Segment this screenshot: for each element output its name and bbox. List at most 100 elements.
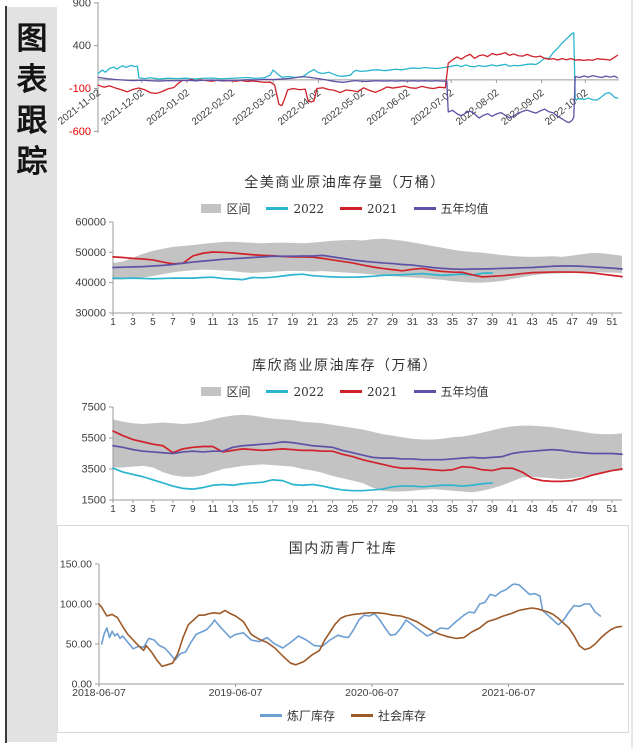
x-tick-label: 2022-04-02: [276, 87, 323, 127]
x-tick-label: 2022-06-02: [365, 87, 412, 127]
x-tick-label: 2022-03-02: [231, 87, 278, 127]
x-tick-label: 33: [427, 504, 439, 515]
x-tick-label: 45: [547, 317, 559, 328]
x-tick-label: 51: [606, 317, 618, 328]
x-tick-label: 13: [227, 504, 239, 515]
y-tick-label: 1500: [82, 495, 106, 507]
x-tick-label: 45: [547, 504, 559, 515]
y-tick-label: 5500: [82, 433, 106, 445]
series-line-2022: [112, 272, 494, 281]
y-tick-label: 100.00: [60, 599, 92, 611]
chart-legend: 炼厂库存 社会库存: [58, 707, 628, 724]
x-tick-label: 1: [110, 504, 116, 515]
x-tick-label: 2019-06-07: [209, 687, 263, 699]
x-tick-label: 9: [190, 317, 196, 328]
legend-label: 2022: [293, 384, 324, 399]
x-tick-label: 47: [567, 317, 579, 328]
x-tick-label: 43: [527, 504, 539, 515]
legend-item: 社会库存: [351, 707, 426, 724]
series-line-2021: [112, 430, 623, 483]
x-tick-label: 11: [208, 504, 219, 515]
x-tick-label: 27: [367, 317, 379, 328]
x-tick-label: 17: [267, 504, 279, 515]
x-tick-label: 15: [247, 317, 259, 328]
chart-us-crude-inventory: 全美商业原油库存量（万桶） 区间 2022 2021 五年均值 60000 50000 4…: [57, 152, 633, 337]
sidebar-title-char: 表: [16, 62, 48, 98]
x-tick-label: 7: [170, 317, 176, 328]
x-tick-label: 39: [487, 317, 499, 328]
chart-domestic-asphalt-inventory: 国内沥青厂社库 150.00 100.00 50.00 0.00 2018-06-07 2…: [57, 525, 629, 733]
x-tick-label: 47: [567, 504, 579, 515]
y-tick-label: 150.00: [60, 559, 92, 571]
y-tick-label: 7500: [82, 402, 106, 414]
line-swatch-icon: [259, 714, 282, 717]
y-tick-label: -100: [69, 83, 91, 95]
x-tick-label: 21: [307, 504, 319, 515]
legend-label: 区间: [226, 202, 251, 216]
x-tick-label: 19: [287, 317, 299, 328]
x-tick-label: 37: [467, 504, 479, 515]
x-tick-label: 25: [347, 504, 359, 515]
legend-label: 炼厂库存: [286, 709, 335, 723]
legend-item: 2022: [266, 202, 324, 216]
legend-label: 2022: [293, 201, 324, 216]
series-line: [97, 74, 619, 124]
x-tick-label: 3: [130, 504, 136, 515]
x-tick-label: 51: [606, 504, 618, 515]
x-tick-label: 2022-09-02: [499, 87, 546, 127]
sidebar-title-char: 踪: [16, 144, 48, 180]
line-swatch-icon: [266, 390, 289, 393]
y-tick-label: 900: [73, 0, 91, 9]
x-tick-label: 2022-08-02: [454, 87, 501, 127]
y-tick-label: 30000: [75, 308, 106, 320]
x-tick-label: 9: [190, 504, 196, 515]
line-swatch-icon: [340, 390, 362, 393]
x-tick-label: 23: [327, 504, 339, 515]
range-band-area: [113, 414, 622, 493]
legend-label: 2021: [367, 201, 398, 216]
x-tick-label: 2021-06-07: [482, 687, 536, 699]
chart-title: 国内沥青厂社库: [288, 541, 398, 557]
x-tick-label: 43: [527, 317, 539, 328]
legend-item: 区间: [201, 200, 250, 217]
y-tick-label: -600: [69, 126, 91, 138]
series-line-五年均值: [112, 254, 623, 271]
x-tick-label: 41: [507, 317, 519, 328]
legend-label: 2021: [367, 384, 398, 399]
x-tick-label: 1: [110, 317, 116, 328]
x-tick-label: 27: [367, 504, 379, 515]
x-tick-label: 23: [327, 317, 339, 328]
x-tick-label: 15: [247, 504, 259, 515]
line-swatch-icon: [413, 390, 436, 393]
series-line-2021: [112, 251, 623, 278]
series-line-炼厂库存: [100, 583, 602, 661]
legend-label: 五年均值: [440, 385, 489, 399]
legend-label: 区间: [226, 385, 251, 399]
sidebar: 图 表 跟 踪: [7, 7, 57, 742]
chart-legend: 区间 2022 2021 五年均值: [57, 200, 633, 217]
x-tick-label: 29: [387, 504, 399, 515]
band-swatch-icon: [201, 204, 222, 213]
y-tick-label: 40000: [75, 277, 106, 289]
x-tick-label: 39: [487, 504, 499, 515]
legend-item: 五年均值: [413, 383, 489, 400]
legend-label: 社会库存: [378, 709, 427, 723]
x-tick-label: 21: [307, 317, 319, 328]
x-tick-label: 35: [447, 317, 459, 328]
x-tick-label: 31: [407, 317, 419, 328]
sidebar-title-char: 图: [16, 21, 48, 57]
legend-item: 2021: [340, 385, 398, 399]
x-tick-label: 2022-05-02: [320, 87, 367, 127]
x-tick-label: 5: [150, 504, 156, 515]
chart-inventory-yoy-diff: 900 400 -100 -600 2021-11-02 2021-12-02 2022-0…: [57, 0, 633, 150]
x-tick-label: 2018-06-07: [72, 687, 126, 699]
chart-inventory-yoy-diff-canvas: 900400-100-6002021-11-022021-12-022022-0…: [57, 0, 619, 138]
y-tick-label: 60000: [75, 217, 106, 229]
series-line-2022: [112, 467, 494, 492]
y-tick-label: 0.00: [72, 679, 93, 691]
legend-item: 炼厂库存: [259, 707, 335, 724]
range-band-area: [113, 238, 622, 283]
